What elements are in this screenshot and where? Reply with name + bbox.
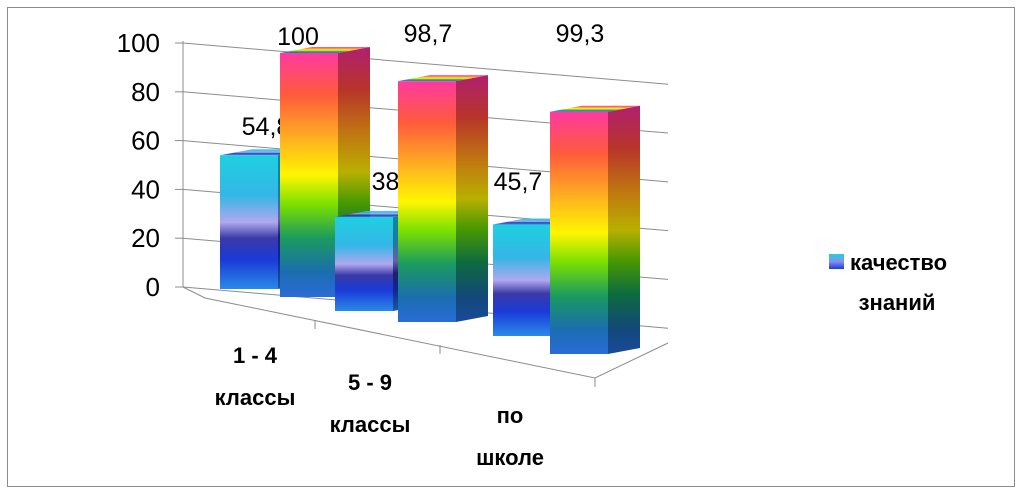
bar-quality-short <box>220 155 278 289</box>
data-label: 45,7 <box>494 168 543 196</box>
data-label: 98,7 <box>404 20 453 48</box>
x-axis-floor <box>182 286 669 379</box>
x-category-label: по <box>497 403 524 428</box>
data-label: 99,3 <box>556 20 605 48</box>
x-category-label: классы <box>330 412 411 437</box>
x-category-label: классы <box>215 385 296 410</box>
legend-label: качество <box>850 250 947 275</box>
bar-quality-tall-side <box>456 75 488 322</box>
gridline <box>182 42 669 85</box>
data-label: 100 <box>277 23 319 51</box>
bar-quality-tall <box>398 81 456 322</box>
x-category-label: 1 - 4 <box>233 343 278 368</box>
y-tick-label: 80 <box>131 77 160 107</box>
x-category-label: школе <box>476 445 544 470</box>
y-tick-label: 100 <box>117 28 160 58</box>
y-tick-label: 60 <box>131 126 160 156</box>
bar-quality-tall-top <box>398 75 488 82</box>
legend-swatch <box>829 254 844 269</box>
legend-label: знаний <box>859 290 936 315</box>
y-tick-label: 20 <box>131 223 160 253</box>
y-tick-label: 0 <box>146 272 160 302</box>
bar-quality-short <box>493 224 551 336</box>
bar-quality-tall <box>280 53 338 297</box>
y-tick-label: 40 <box>131 174 160 204</box>
bar-quality-tall <box>550 111 608 354</box>
bar-quality-tall-top <box>280 47 370 53</box>
bar-quality-short <box>335 217 393 311</box>
bar-quality-tall-top <box>550 105 640 112</box>
x-category-label: 5 - 9 <box>348 370 392 395</box>
bar-quality-tall-side <box>608 105 640 354</box>
